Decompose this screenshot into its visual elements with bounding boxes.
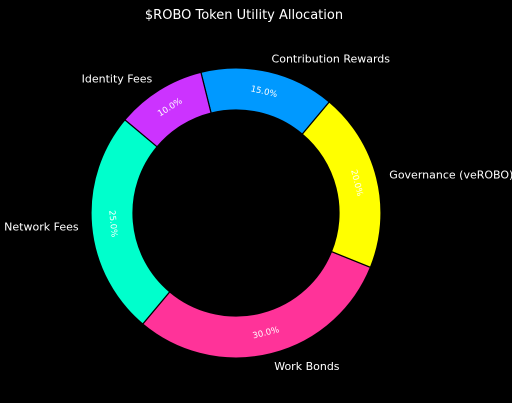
pct-label-network-fees: 25.0%	[106, 210, 118, 238]
category-label-contribution-rewards: Contribution Rewards	[272, 53, 391, 66]
category-label-work-bonds: Work Bonds	[274, 360, 340, 373]
category-label-network-fees: Network Fees	[4, 220, 79, 233]
slice-network-fees	[90, 118, 171, 325]
slice-contribution-rewards	[200, 67, 331, 135]
category-labels-group: Network Fees Work Bonds Governance (veROBO…	[4, 53, 512, 373]
chart-title: $ROBO Token Utility Allocation	[145, 8, 343, 23]
slice-governance-verobo	[301, 101, 382, 269]
slice-identity-fees	[124, 71, 212, 148]
slice-work-bonds	[141, 250, 372, 359]
category-label-governance-verobo: Governance (veROBO)	[389, 168, 512, 181]
category-label-identity-fees: Identity Fees	[82, 73, 153, 86]
slices-group	[90, 67, 382, 359]
